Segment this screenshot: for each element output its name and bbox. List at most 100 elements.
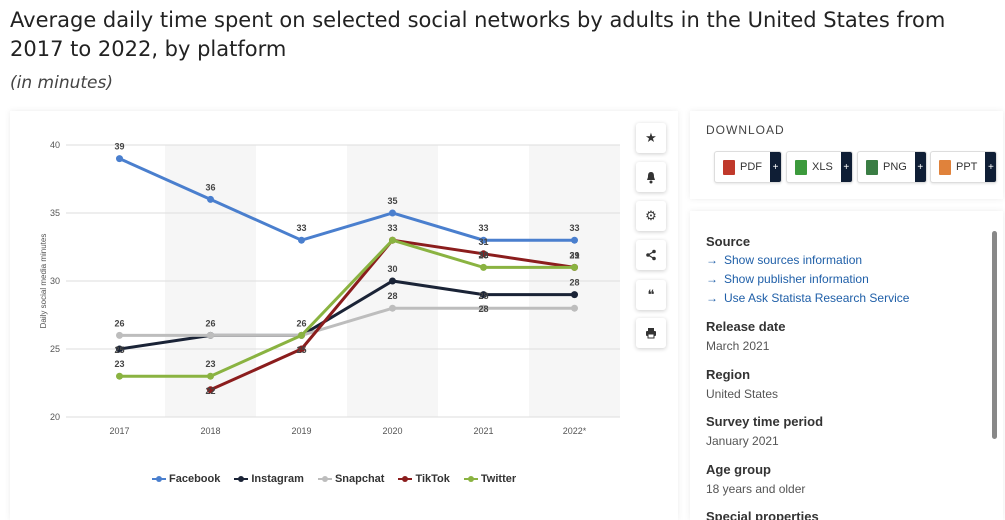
data-label: 23	[205, 359, 215, 369]
data-label: 26	[296, 318, 306, 328]
data-point	[389, 277, 396, 285]
bell-icon[interactable]	[636, 162, 666, 192]
y-tick-label: 25	[50, 344, 60, 354]
series-line-instagram	[119, 279, 575, 351]
gear-icon[interactable]: ⚙	[636, 201, 666, 231]
data-label: 35	[387, 196, 397, 206]
release-date-heading: Release date	[706, 319, 786, 334]
data-point	[116, 345, 123, 353]
region-heading: Region	[706, 367, 751, 382]
xls-file-icon	[795, 159, 807, 175]
ppt-file-icon	[939, 159, 951, 175]
info-panel: Source → Show sources information → Show p…	[690, 211, 1003, 520]
download-xls-button[interactable]: XLS +	[786, 151, 853, 183]
data-label: 23	[114, 359, 124, 369]
y-tick-label: 40	[50, 140, 60, 150]
arrow-right-icon: →	[706, 253, 718, 267]
data-label: 22	[205, 386, 215, 396]
data-point	[571, 263, 578, 271]
png-file-icon	[866, 159, 878, 175]
source-heading: Source	[706, 234, 751, 249]
legend-label: Facebook	[169, 473, 221, 485]
quote-icon[interactable]: ❝	[636, 280, 666, 310]
star-icon[interactable]: ★	[636, 123, 666, 153]
download-title: DOWNLOAD	[706, 123, 785, 137]
data-point	[116, 331, 123, 339]
data-point	[298, 345, 305, 353]
legend-marker	[234, 476, 249, 482]
series-line-snapchat	[119, 306, 575, 337]
download-png-button[interactable]: PNG +	[857, 151, 927, 183]
download-ppt-label: PPT	[956, 161, 978, 173]
x-tick-label: 2017	[109, 426, 129, 436]
legend-marker	[317, 476, 332, 482]
download-ppt-button[interactable]: PPT +	[930, 151, 998, 183]
data-label: 30	[387, 264, 397, 274]
ask-statista-link[interactable]: → Use Ask Statista Research Service	[706, 291, 909, 305]
survey-period-heading: Survey time period	[706, 414, 824, 429]
y-tick-label: 20	[50, 412, 60, 422]
data-point	[480, 263, 487, 271]
show-publisher-link[interactable]: → Show publisher information	[706, 272, 869, 286]
page-subtitle: (in minutes)	[10, 73, 113, 93]
legend-label: Snapchat	[334, 473, 385, 485]
series-line-twitter	[119, 238, 575, 378]
download-pdf-button[interactable]: PDF +	[714, 151, 782, 183]
line-chart: 20 25 30 35 40 2017 2018 2019 2020 2021 2022* Daily…	[39, 140, 620, 436]
show-publisher-label: Show publisher information	[724, 272, 869, 286]
legend-marker	[152, 476, 166, 482]
info-scrollbar[interactable]	[992, 231, 997, 439]
legend-label: Instagram	[251, 473, 304, 485]
data-point	[480, 291, 487, 299]
data-label: 36	[205, 182, 215, 192]
data-point	[571, 304, 578, 312]
data-label: 31	[569, 250, 579, 260]
legend-item-facebook[interactable]: Facebook	[152, 473, 220, 485]
show-sources-label: Show sources information	[724, 253, 863, 267]
data-label: 26	[114, 318, 124, 328]
y-tick-label: 30	[50, 276, 60, 286]
data-point	[480, 250, 487, 258]
print-icon[interactable]	[636, 318, 666, 348]
legend-item-snapchat[interactable]: Snapchat	[317, 473, 385, 485]
legend-item-instagram[interactable]: Instagram	[234, 473, 304, 485]
data-label: 25	[114, 345, 124, 355]
chart-panel: 20 25 30 35 40 2017 2018 2019 2020 2021 2022* Daily…	[10, 111, 678, 520]
data-label: 29	[478, 250, 488, 260]
data-label: 33	[387, 223, 397, 233]
legend-item-tiktok[interactable]: TikTok	[398, 473, 450, 485]
x-tick-label: 2021	[473, 426, 493, 436]
release-date-value: March 2021	[706, 339, 770, 353]
share-icon[interactable]	[636, 240, 666, 270]
series-line-facebook	[118, 157, 575, 242]
legend-marker	[463, 476, 478, 482]
arrow-right-icon: →	[706, 291, 718, 305]
show-sources-link[interactable]: → Show sources information	[706, 253, 862, 267]
chart-legend: Facebook Instagram Snapchat TikTok Twitter	[152, 473, 516, 485]
data-point	[571, 291, 578, 299]
plus-icon: +	[840, 152, 852, 182]
data-point	[571, 236, 578, 244]
data-point	[207, 331, 214, 339]
data-point	[116, 372, 123, 380]
data-label: 33	[569, 223, 579, 233]
data-point	[116, 155, 123, 163]
survey-period-value: January 2021	[706, 434, 779, 448]
legend-label: TikTok	[415, 473, 450, 485]
data-point	[298, 236, 305, 244]
region-value: United States	[706, 387, 779, 401]
y-axis-label: Daily social media minutes	[39, 234, 48, 329]
legend-marker	[398, 476, 413, 482]
data-label: 39	[114, 142, 124, 152]
data-point	[389, 209, 396, 217]
legend-item-twitter[interactable]: Twitter	[463, 473, 516, 485]
data-point	[389, 236, 396, 244]
data-label: 29	[569, 250, 579, 260]
data-point	[207, 386, 214, 394]
age-group-heading: Age group	[706, 462, 771, 477]
data-label: 28	[478, 291, 488, 301]
arrow-right-icon: →	[706, 272, 718, 286]
data-label: 26	[205, 318, 215, 328]
data-point	[480, 304, 487, 312]
special-properties-heading: Special properties	[706, 509, 819, 520]
